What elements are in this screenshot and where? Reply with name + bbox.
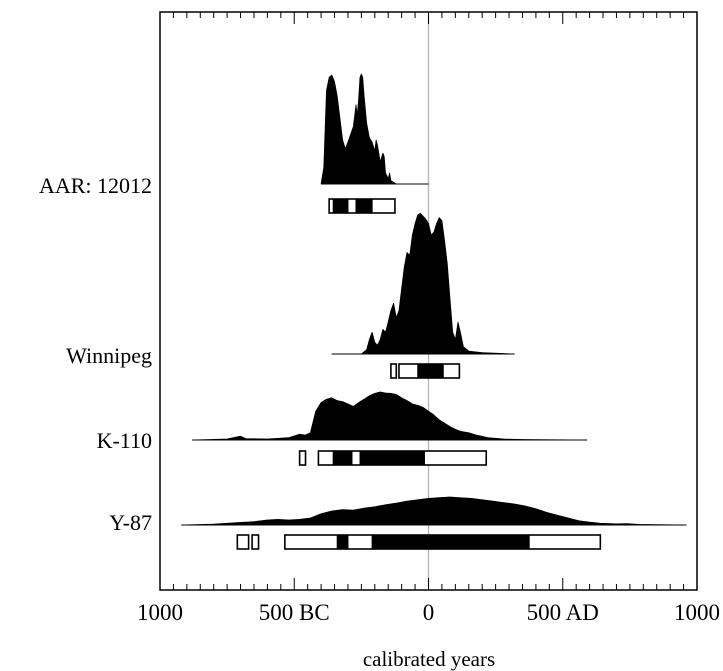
sample-label: Y-87 (109, 510, 152, 535)
x-tick-label: 1000 (674, 600, 720, 625)
sample-row: K-110 (97, 391, 588, 466)
sample-distributions: AAR: 12012 Winnipeg K-110 Y-87 (39, 73, 687, 550)
probability-distribution (191, 391, 588, 441)
x-tick-label: 1000 (137, 600, 183, 625)
range-1sigma-box (355, 198, 373, 214)
x-axis-title: calibrated years (363, 647, 495, 671)
x-axis: 1000 500 BC 0 500 AD 1000 (137, 12, 720, 625)
range-2sigma-box (390, 363, 398, 379)
probability-distribution (181, 496, 687, 526)
sample-label: K-110 (97, 428, 152, 453)
range-2sigma-box (298, 450, 307, 466)
range-2sigma-box (251, 534, 260, 550)
range-1sigma-box (332, 450, 353, 466)
range-1sigma-box (332, 198, 349, 214)
range-1sigma-box (359, 450, 425, 466)
sample-label: AAR: 12012 (39, 173, 152, 198)
sample-label: Winnipeg (66, 343, 152, 368)
range-1sigma-box (336, 534, 349, 550)
probability-distribution (331, 212, 515, 355)
sample-row: Y-87 (109, 496, 687, 550)
x-tick-label: 500 AD (527, 600, 599, 625)
range-1sigma-box (417, 363, 444, 379)
x-tick-label: 500 BC (259, 600, 330, 625)
x-tick-label: 0 (423, 600, 435, 625)
sample-row: Winnipeg (66, 212, 515, 379)
sample-row: AAR: 12012 (39, 73, 429, 214)
range-1sigma-box (371, 534, 530, 550)
range-2sigma-box (236, 534, 250, 550)
probability-distribution (320, 73, 397, 185)
